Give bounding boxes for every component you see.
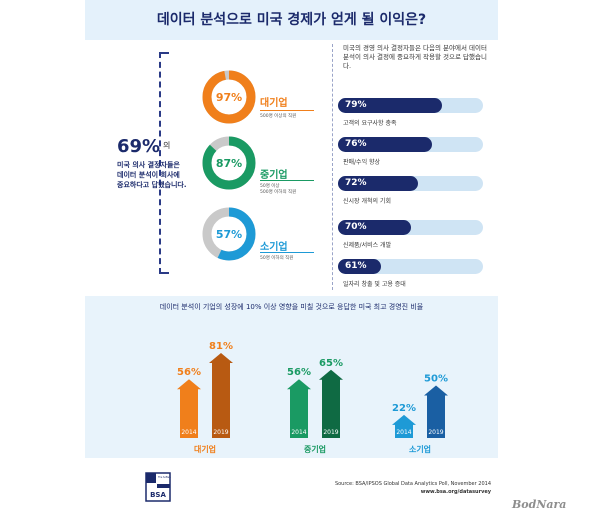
left-line-3: 중요하다고 답했습니다. <box>117 181 187 189</box>
svg-text:The Software Alliance: The Software Alliance <box>158 476 171 479</box>
chart-title: 데이터 분석이 기업의 성장에 10% 이상 영향을 미칠 것으로 응답한 미국… <box>159 303 424 311</box>
year-label: 2014 <box>181 429 196 436</box>
year-label: 2019 <box>213 429 228 436</box>
arrow-bar-대기업-2014 <box>177 379 201 438</box>
data-label: 22% <box>392 403 416 414</box>
donut-label-small: 소기업 <box>260 242 288 253</box>
divider-line <box>332 44 333 290</box>
pill-fill: 61% <box>338 259 381 274</box>
arrow-bar-대기업-2019 <box>209 353 233 438</box>
pill-track: 76% <box>338 137 483 152</box>
pill-label: 고객의 요구사항 충족 <box>343 120 397 127</box>
category-label: 소기업 <box>409 444 431 454</box>
category-label: 중기업 <box>304 444 326 454</box>
data-label: 50% <box>424 374 448 385</box>
bsa-logo: The Software Alliance BSA <box>145 472 171 502</box>
pill-label: 일자리 창출 및 고용 증대 <box>343 281 406 288</box>
data-label: 81% <box>209 341 233 352</box>
donut-separator-medium <box>260 180 314 181</box>
donut-sub-large: 500명 이상의 직원 <box>260 114 297 119</box>
big-percentage-suffix: 의 <box>163 141 171 150</box>
pill-fill: 76% <box>338 137 433 152</box>
svg-text:BSA: BSA <box>150 491 166 499</box>
donut-arc-중기업 <box>202 136 256 190</box>
left-line-2: 데이터 분석이 회사에 <box>117 171 180 179</box>
arrow-bar-중기업-2014 <box>287 379 311 438</box>
donut-sub-medium-1: 50명 이상 <box>260 184 280 189</box>
pill-value: 70% <box>345 222 367 232</box>
page-title: 데이터 분석으로 미국 경제가 얻게 될 이익은? <box>156 12 427 28</box>
pill-value: 72% <box>345 178 367 188</box>
pill-value: 79% <box>345 100 367 110</box>
donut-label-medium: 중기업 <box>260 170 288 181</box>
pill-track: 72% <box>338 176 483 191</box>
source-citation: Source: BSA/IPSOS Global Data Analytics … <box>295 480 491 496</box>
pill-label: 판매/수익 향상 <box>343 159 381 166</box>
source-line-1: Source: BSA/IPSOS Global Data Analytics … <box>334 481 491 487</box>
arrow-bar-소기업-2014 <box>392 414 416 438</box>
pill-label: 신제품/서비스 개발 <box>343 242 392 249</box>
pill-track: 61% <box>338 259 483 274</box>
data-label: 56% <box>287 367 311 378</box>
left-line-1: 미국 의사 결정자들은 <box>117 161 180 169</box>
donut-sub-medium-2: 500명 이하의 직원 <box>260 190 297 195</box>
donut-arc-대기업 <box>202 70 256 124</box>
pill-label: 신시장 개척의 기회 <box>343 198 391 205</box>
year-label: 2019 <box>323 429 338 436</box>
donut-value: 57% <box>216 228 242 241</box>
pill-value: 61% <box>345 261 367 271</box>
category-label: 대기업 <box>194 444 216 454</box>
data-label: 56% <box>177 367 201 378</box>
pill-fill: 70% <box>338 220 412 235</box>
pill-track: 79% <box>338 98 483 113</box>
donut-value: 87% <box>216 157 242 170</box>
big-percentage: 69% <box>117 136 161 157</box>
right-intro: 미국의 경영 의사 결정자들은 다음의 분야에서 데이터 분석이 의사 결정에 … <box>343 44 487 70</box>
data-label: 65% <box>319 358 343 369</box>
donut-charts: 97% 87% 57% <box>202 70 256 261</box>
arrow-chart: 56% 2014 81% 2019 대기업 56% 2014 65% 2019 중기업 22% 201… <box>177 341 448 454</box>
bracket-decoration <box>159 52 169 274</box>
year-label: 2014 <box>291 429 306 436</box>
arrow-bar-소기업-2019 <box>424 385 448 438</box>
donut-value: 97% <box>216 91 242 104</box>
pill-track: 70% <box>338 220 483 235</box>
watermark-logo: BodNara <box>512 498 567 511</box>
infographic-page: 데이터 분석으로 미국 경제가 얻게 될 이익은? 69% 의 미국 의사 결정… <box>85 0 498 518</box>
donut-arc-소기업 <box>202 207 256 261</box>
pill-fill: 72% <box>338 176 419 191</box>
year-label: 2019 <box>428 429 443 436</box>
donut-separator-small <box>260 252 314 253</box>
source-line-2: www.bsa.org/datasurvey <box>420 489 491 495</box>
pill-fill: 79% <box>338 98 443 113</box>
pill-value: 76% <box>345 139 367 149</box>
donut-sub-small: 50명 이하의 직원 <box>260 256 294 261</box>
year-label: 2014 <box>396 429 411 436</box>
arrow-bar-중기업-2019 <box>319 369 343 438</box>
donut-separator-large <box>260 110 314 111</box>
donut-label-large: 대기업 <box>260 98 288 109</box>
title-band <box>85 0 498 40</box>
